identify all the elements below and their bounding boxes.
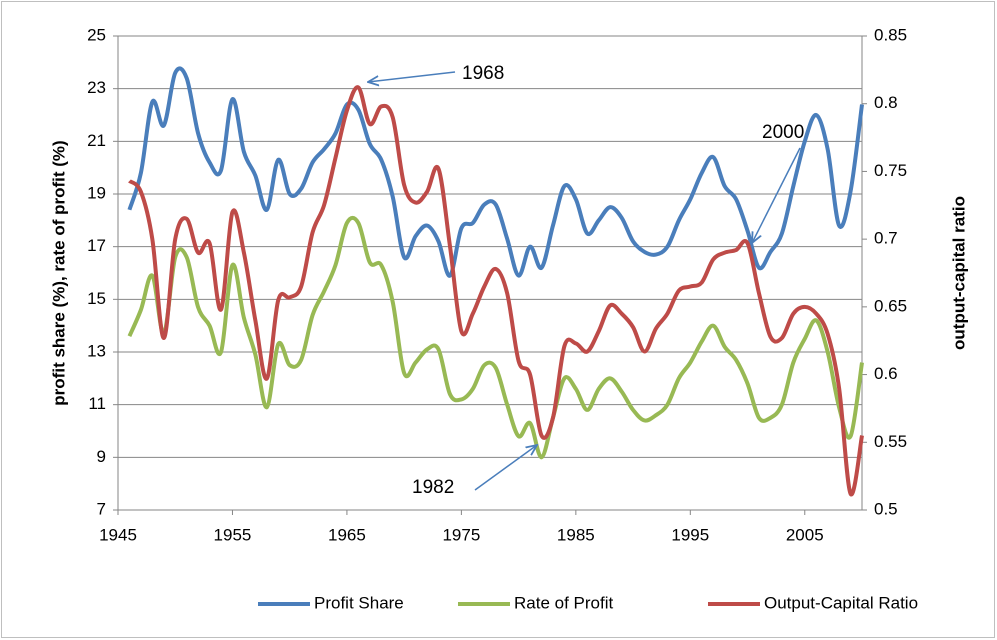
series-line xyxy=(127,215,864,460)
series-line xyxy=(128,85,864,497)
y-tick-label: 21 xyxy=(87,131,106,150)
y-tick-label: 9 xyxy=(97,447,106,466)
y2-tick-label: 0.65 xyxy=(874,296,907,315)
annotation-arrow xyxy=(752,147,801,243)
y-tick-label: 23 xyxy=(87,78,106,97)
annotation-arrow xyxy=(474,445,537,491)
x-tick-label: 2005 xyxy=(786,525,824,544)
y2-tick-label: 0.7 xyxy=(874,229,898,248)
legend-label: Rate of Profit xyxy=(514,593,613,612)
annotation: 1982 xyxy=(412,477,454,498)
y-axis-title: profit share (%), rate of profit (%) xyxy=(49,140,68,405)
y2-tick-label: 0.5 xyxy=(874,499,898,518)
y-tick-label: 11 xyxy=(88,394,106,413)
annotation-arrow xyxy=(368,71,456,82)
y2-tick-label: 0.6 xyxy=(874,364,898,383)
x-tick-label: 1965 xyxy=(328,525,366,544)
x-tick-label: 1955 xyxy=(214,525,252,544)
y2-axis-title: output-capital ratio xyxy=(949,196,968,350)
y-tick-label: 15 xyxy=(87,289,106,308)
y-tick-label: 13 xyxy=(87,341,106,360)
y-tick-label: 25 xyxy=(87,25,106,44)
y-tick-label: 19 xyxy=(87,183,106,202)
y-tick-label: 7 xyxy=(97,499,106,518)
annotation: 2000 xyxy=(762,122,804,143)
y2-tick-label: 0.55 xyxy=(874,432,907,451)
x-tick-label: 1985 xyxy=(557,525,595,544)
y-tick-label: 17 xyxy=(87,236,106,255)
x-tick-label: 1975 xyxy=(442,525,480,544)
series-line xyxy=(127,66,864,278)
annotation: 1968 xyxy=(462,63,504,84)
x-tick-label: 1945 xyxy=(99,525,137,544)
y2-tick-label: 0.85 xyxy=(874,25,907,44)
y2-tick-label: 0.75 xyxy=(874,161,907,180)
y2-tick-label: 0.8 xyxy=(874,93,898,112)
x-tick-label: 1995 xyxy=(671,525,709,544)
legend-label: Output-Capital Ratio xyxy=(764,593,918,612)
legend-label: Profit Share xyxy=(314,593,404,612)
